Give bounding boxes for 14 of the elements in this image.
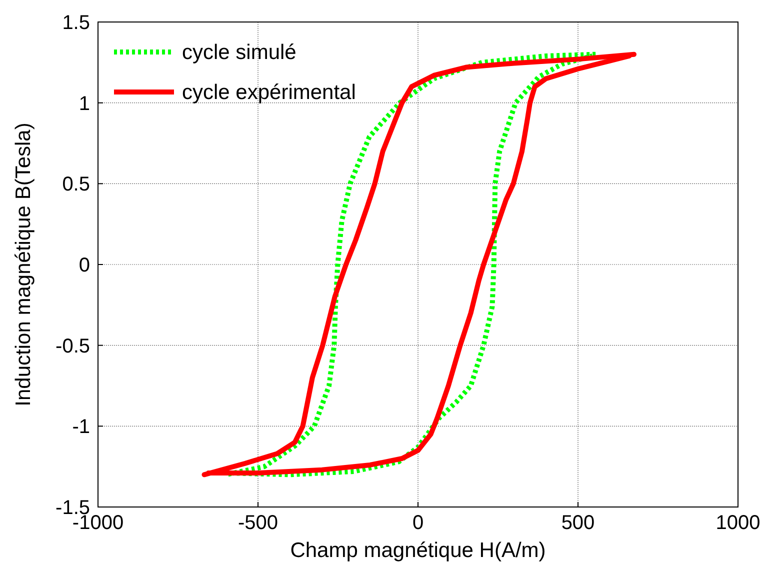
- legend-label: cycle expérimental: [182, 81, 356, 104]
- y-tick-label: 1: [78, 92, 90, 115]
- x-axis-title: Champ magnétique H(A/m): [290, 539, 546, 562]
- y-tick-label: -1: [72, 416, 90, 438]
- y-tick-label: 0: [78, 254, 90, 276]
- x-tick-label: 0: [412, 512, 424, 534]
- y-tick-label: 1.5: [62, 12, 90, 34]
- x-tick-label: 500: [561, 512, 595, 534]
- y-axis-title: Induction magnétique B(Tesla): [12, 122, 35, 406]
- x-tick-label: 1000: [716, 512, 760, 534]
- y-tick-label: 0.5: [62, 174, 90, 196]
- y-tick-label: -0.5: [56, 335, 90, 358]
- legend-label: cycle simulé: [182, 41, 296, 64]
- x-tick-label: -500: [238, 512, 278, 534]
